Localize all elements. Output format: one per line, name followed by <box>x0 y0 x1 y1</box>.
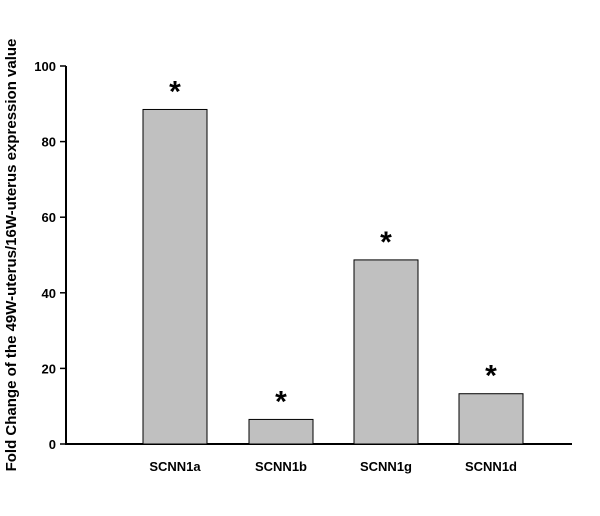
x-tick-label: SCNN1d <box>465 459 517 474</box>
bar-scnn1g <box>353 259 419 445</box>
significance-asterisk: * <box>169 75 181 108</box>
y-tick-label: 80 <box>42 135 56 150</box>
y-tick-label: 20 <box>42 361 56 376</box>
x-tick-label: SCNN1b <box>255 459 307 474</box>
y-tick-label: 40 <box>42 286 56 301</box>
bar-scnn1b <box>248 418 314 445</box>
significance-asterisk: * <box>485 360 497 393</box>
bar-scnn1a <box>142 108 208 445</box>
significance-asterisk: * <box>380 226 392 259</box>
plot-area: 0 20 40 60 80 100 SCNN1a * SCNN1b * SCNN1g * SCNN1d * <box>34 59 572 474</box>
significance-asterisk: * <box>275 385 287 418</box>
x-tick-label: SCNN1a <box>149 459 201 474</box>
bar-scnn1d <box>458 393 524 445</box>
y-tick-label: 100 <box>34 59 56 74</box>
y-tick-label: 60 <box>42 210 56 225</box>
x-tick-label: SCNN1g <box>360 459 412 474</box>
y-tick-label: 0 <box>49 437 56 452</box>
y-axis-title: Fold Change of the 49W-uterus/16W-uterus… <box>3 39 20 472</box>
